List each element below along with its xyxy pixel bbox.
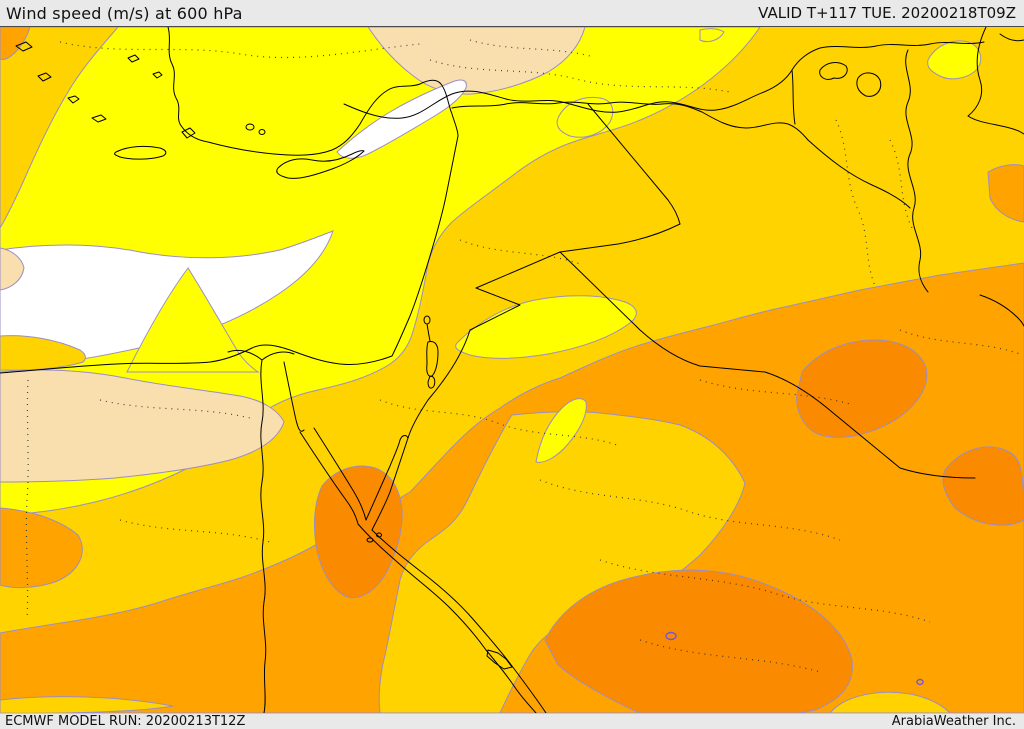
left-edge-cream-sliver: [0, 247, 25, 291]
rhodes-island: [181, 127, 196, 139]
red-sea-west-coast: [357, 523, 537, 713]
model-run-label: ECMWF MODEL RUN: 20200213T12Z: [5, 714, 246, 729]
red-sea-east-coast: [371, 529, 547, 713]
yellow-pocket-small: [699, 28, 725, 43]
weather-map: [0, 27, 1024, 713]
yellow-lens-jordan: [455, 295, 637, 359]
iran-iraq-border: [905, 49, 929, 293]
cyprus-island: [276, 150, 365, 179]
footer-bar: ECMWF MODEL RUN: 20200213T12Z ArabiaWeat…: [0, 713, 1024, 729]
syria-iraq-border: [587, 103, 681, 225]
lake-small-1: [245, 123, 255, 131]
crete-island: [114, 145, 167, 160]
cyprus-white-ribbon: [336, 79, 467, 159]
gulf-of-aqaba-east: [371, 437, 409, 531]
turkey-iraq-border: [701, 111, 809, 141]
dark-core-sinai-aqaba: [313, 465, 403, 599]
aegean-gold-wedge: [0, 27, 119, 229]
aegean-levant-egypt-coast: [0, 27, 459, 374]
contour-fills: [0, 27, 1024, 713]
lake-urmia: [856, 72, 882, 97]
caucasus-border: [819, 41, 985, 49]
left-edge-orange-blob: [0, 507, 83, 589]
peak-contour-ring-small: [916, 678, 924, 686]
persian-gulf-coast: [979, 294, 1024, 327]
coastlines: [0, 27, 1024, 713]
lake-small-2: [258, 129, 266, 135]
lake-van: [819, 62, 848, 80]
black-sea-coast: [343, 47, 821, 119]
nile-river: [260, 359, 267, 713]
yellow-pocket-se-turkey: [556, 96, 614, 138]
gold-gap-bottom-left: [0, 696, 174, 713]
dark-core-north-saudi: [796, 339, 928, 438]
turkey-syria-border: [451, 101, 703, 113]
gulf-of-aqaba-west: [365, 439, 401, 521]
brand-label: ArabiaWeather Inc.: [891, 714, 1016, 729]
jordan-saudi-border: [407, 251, 561, 439]
suez-canal: [283, 361, 305, 432]
header-bar: Wind speed (m/s) at 600 hPa VALID T+117 …: [0, 0, 1024, 27]
gold-gap-bottom-centre: [829, 691, 951, 713]
peak-contour-ring: [665, 631, 677, 641]
admin-dotted-lines: [25, 39, 1021, 673]
yellow-tongue-in-white: [126, 267, 260, 373]
yellow-pocket-ne: [927, 40, 982, 80]
yellow-sliver-suez: [535, 398, 587, 463]
corner-orange-blob: [0, 27, 31, 60]
dark-core-south: [544, 569, 853, 713]
wind-speed-contour-map: [0, 27, 1024, 713]
red-sea-islands: [486, 649, 513, 670]
country-borders: [407, 33, 1024, 479]
gulf-of-suez-west: [299, 431, 359, 525]
caspian-shore: [967, 27, 1024, 135]
top-cream-region: [367, 27, 586, 95]
egypt-cream-region: [0, 369, 285, 483]
gulf-of-suez-east: [313, 427, 367, 521]
jordan-river: [426, 323, 431, 342]
page-title: Wind speed (m/s) at 600 hPa: [6, 3, 243, 23]
aegean-islands: [15, 41, 196, 160]
iraq-saudi-border: [559, 251, 976, 479]
left-edge-gold-blob: [0, 335, 86, 371]
valid-time-label: VALID T+117 TUE. 20200218T09Z: [758, 4, 1016, 22]
right-edge-orange-patch: [987, 164, 1024, 223]
